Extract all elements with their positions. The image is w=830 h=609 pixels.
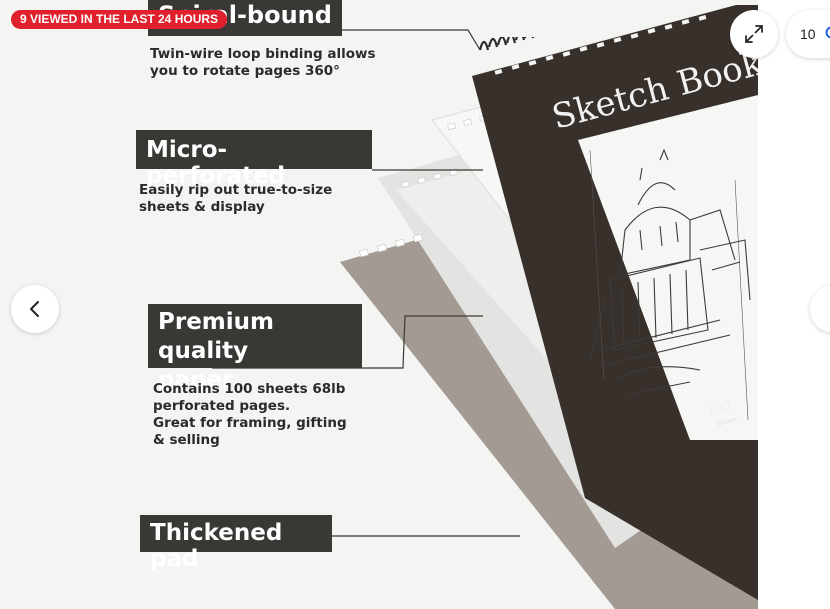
feature-title: Thickened pad [150, 520, 283, 573]
product-image[interactable]: Sketch Book 100 sheets Spiral-bound Twin… [0, 0, 758, 609]
feature-title: Micro-perforated [146, 137, 286, 190]
image-count-button[interactable]: 10 [786, 10, 830, 58]
chevron-right-icon [824, 299, 830, 319]
expand-button[interactable] [730, 10, 778, 58]
cover-sheet-unit: sheets [717, 416, 738, 428]
sketchbook-illustration: Sketch Book 100 sheets [212, 5, 758, 609]
desc-line: Great for framing, gifting [153, 415, 347, 431]
feature-desc-paper: Contains 100 sheets 68lb perforated page… [153, 381, 347, 449]
desc-line: Twin-wire loop binding allows [150, 46, 376, 62]
feature-title: Premium quality [158, 309, 274, 364]
feature-desc-perforated: Easily rip out true-to-size sheets & dis… [139, 182, 332, 216]
cover-sketch-panel [578, 95, 758, 440]
desc-line: Contains 100 sheets 68lb [153, 381, 346, 397]
callout-lines [212, 29, 520, 537]
chevron-left-icon [30, 301, 39, 317]
desc-line: sheets & display [139, 199, 265, 215]
desc-line: & selling [153, 432, 220, 448]
expand-icon [745, 25, 763, 43]
previous-image-button[interactable] [11, 285, 59, 333]
next-image-button[interactable] [810, 285, 830, 333]
feature-title-line2: paper [158, 367, 234, 393]
feature-desc-spiral: Twin-wire loop binding allows you to rot… [150, 46, 376, 80]
magnifier-icon [824, 25, 830, 43]
spiral-binding [478, 37, 535, 51]
cover-sheet-count: 100 [705, 399, 733, 420]
viewed-badge: 9 VIEWED IN THE LAST 24 HOURS [11, 10, 228, 29]
desc-line: Easily rip out true-to-size [139, 182, 333, 198]
desc-line: perforated pages. [153, 398, 291, 414]
image-count: 10 [800, 26, 816, 42]
building-sketch [589, 148, 751, 396]
desc-line: you to rotate pages 360° [150, 63, 340, 79]
feature-label-perforated: Micro-perforated [136, 130, 372, 189]
feature-label-pad: Thickened pad [140, 515, 332, 572]
feature-label-paper: Premium quality paper [148, 304, 362, 393]
